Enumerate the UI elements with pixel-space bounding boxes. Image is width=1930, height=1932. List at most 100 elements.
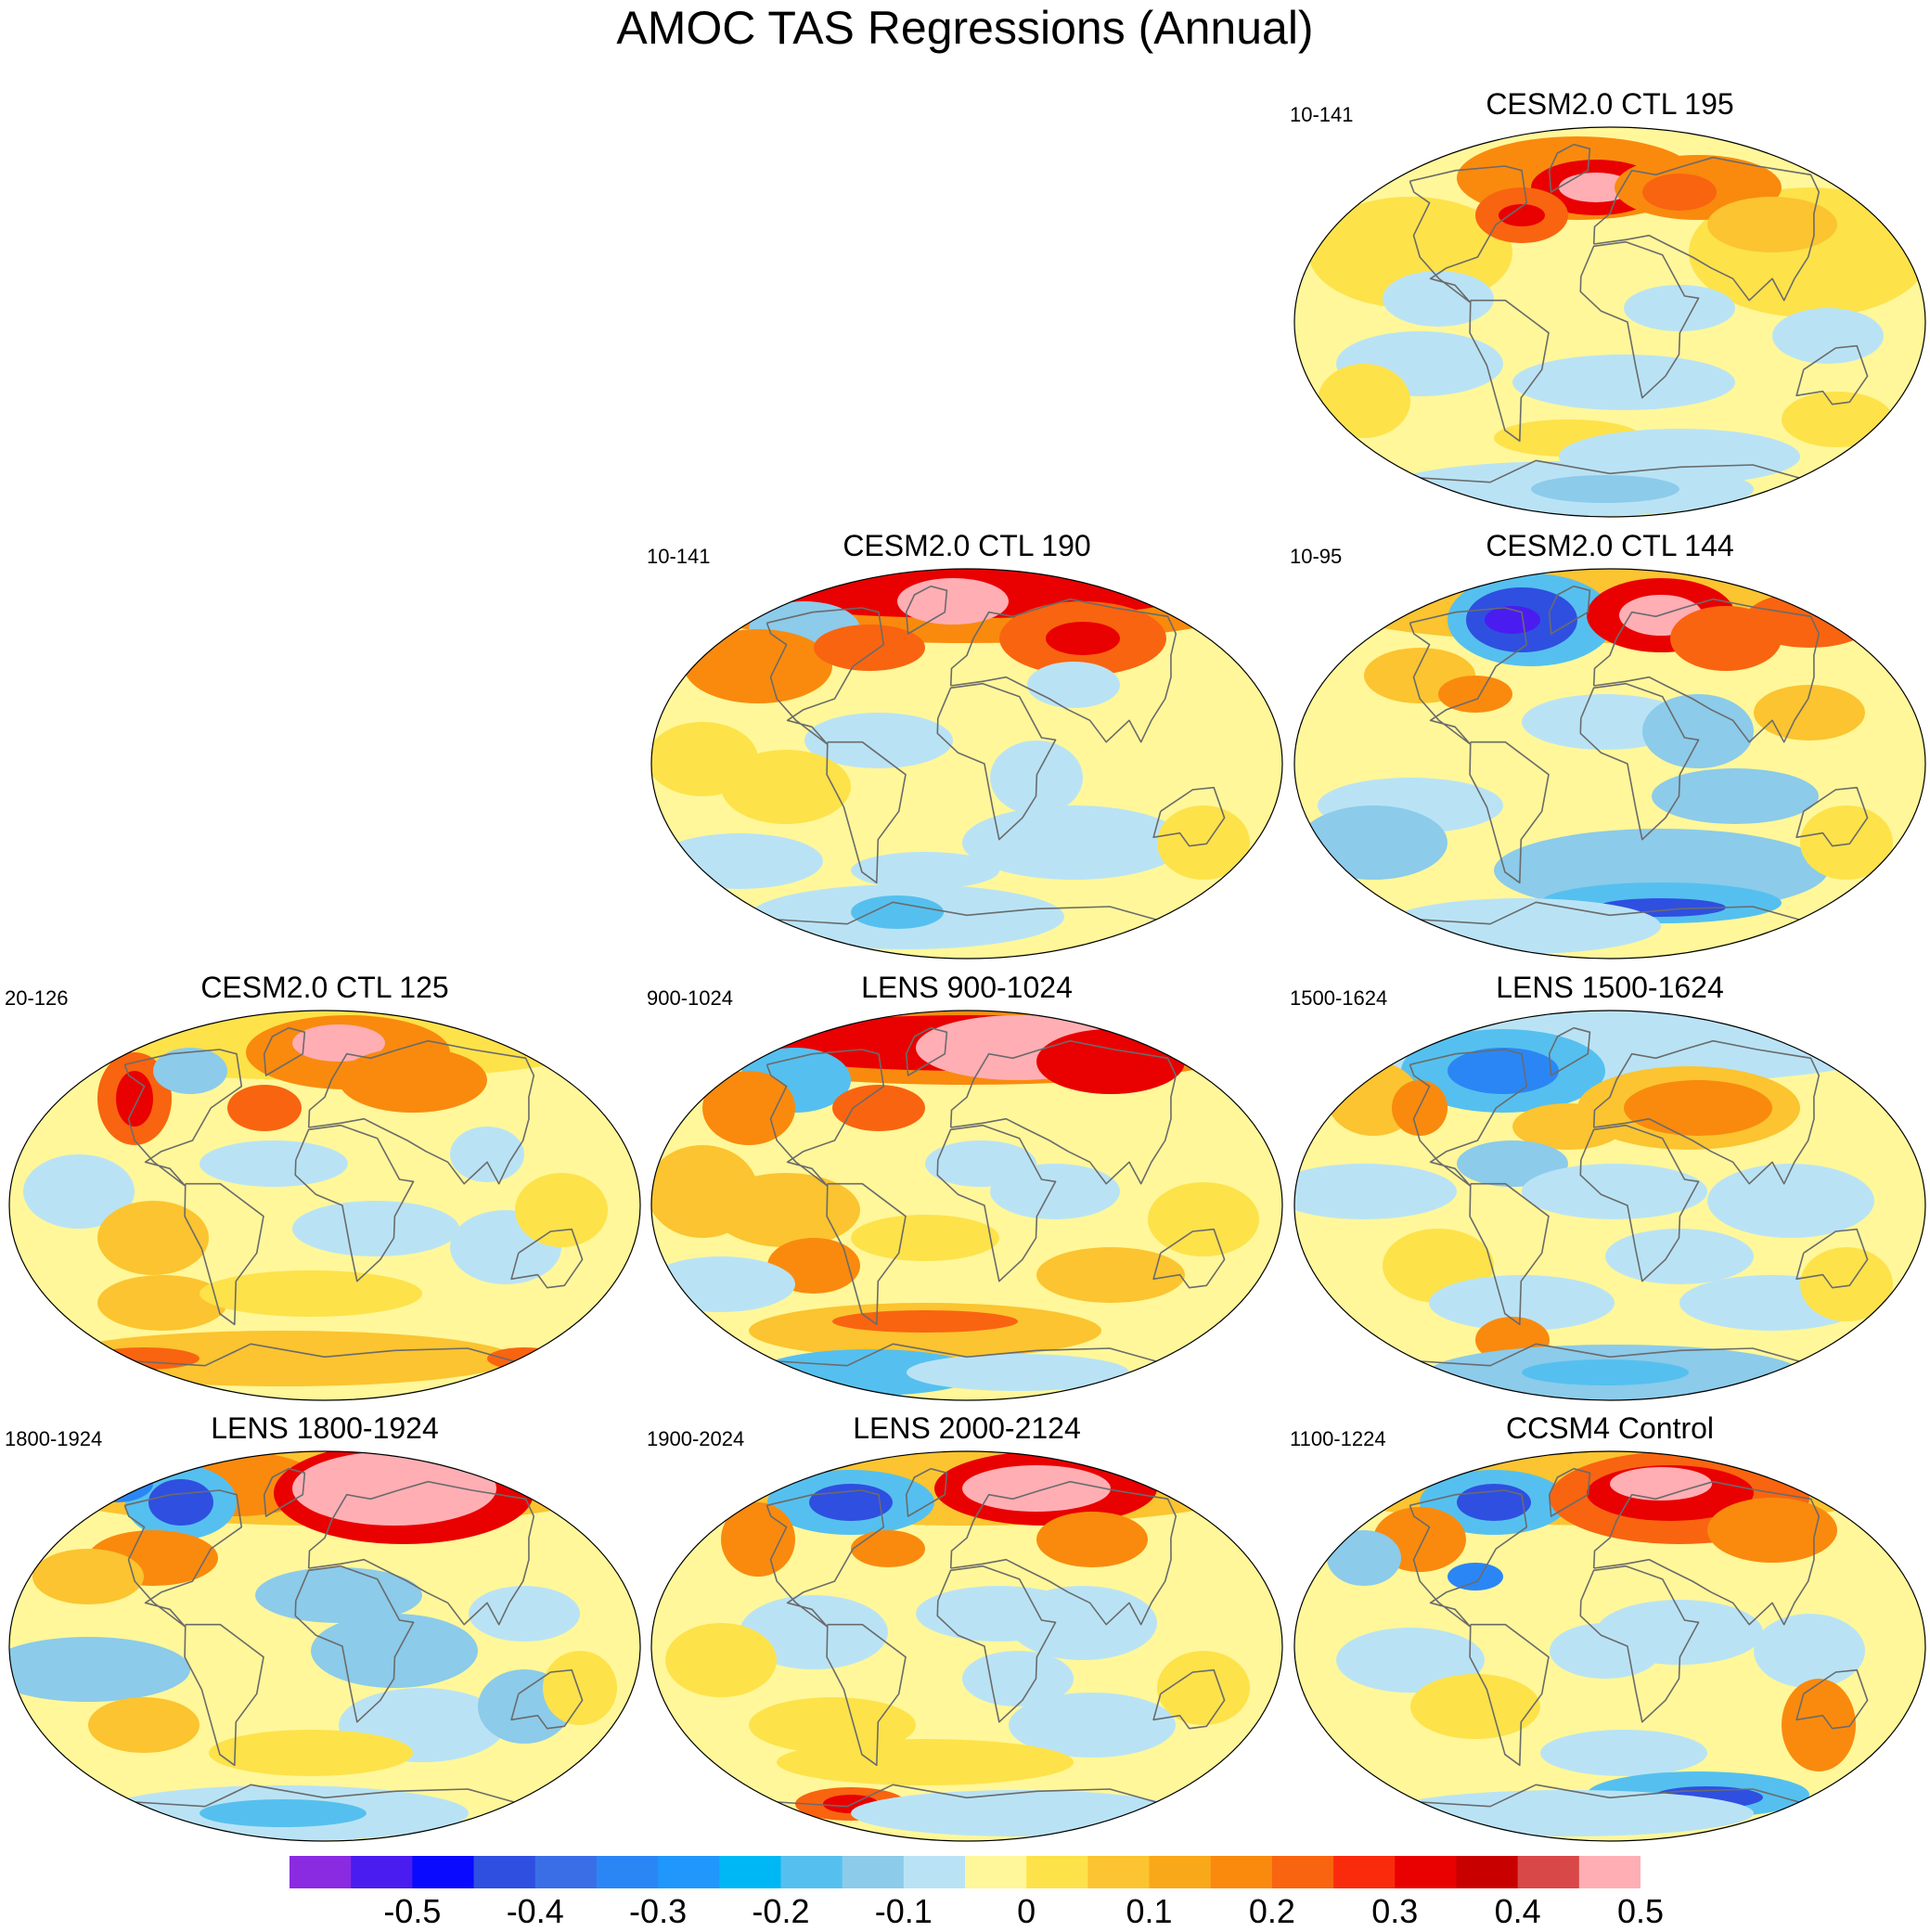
anomaly-region — [990, 1164, 1120, 1219]
anomaly-region — [962, 1651, 1074, 1707]
colorbar-tick-label: 0.2 — [1248, 1892, 1295, 1930]
colorbar-swatch — [1026, 1856, 1088, 1888]
coastline — [184, 1182, 264, 1326]
anomaly-region — [702, 1071, 795, 1145]
colorbar-swatch — [534, 1856, 598, 1888]
anomaly-region — [1707, 197, 1837, 252]
anomaly-region — [1157, 1651, 1250, 1725]
map-border — [1293, 568, 1926, 960]
colorbar-tick-label: 0.5 — [1616, 1892, 1665, 1930]
anomaly-region — [832, 1310, 1018, 1333]
colorbar-tick-label: 0.3 — [1371, 1892, 1419, 1930]
anomaly-region — [1036, 1247, 1185, 1303]
anomaly-region — [1157, 805, 1250, 880]
colorbar-swatch — [412, 1856, 475, 1888]
coastline — [1420, 1784, 1800, 1808]
coastline — [905, 1467, 948, 1517]
anomaly-region — [1036, 1512, 1148, 1567]
coastline — [1420, 1343, 1800, 1367]
coastline — [263, 1026, 306, 1076]
anomaly-region — [97, 1275, 227, 1331]
panel-year-range: 10-95 — [1290, 545, 1343, 568]
coastline — [777, 1343, 1157, 1367]
panel-year-range: 10-141 — [647, 545, 711, 568]
panel-year-range: 900-1024 — [647, 986, 733, 1010]
anomaly-region — [740, 1595, 888, 1669]
coastline — [777, 901, 1157, 925]
anomaly-region — [469, 1586, 580, 1642]
coastline — [1548, 143, 1591, 193]
regression-map — [8, 1450, 641, 1842]
anomaly-region — [339, 1048, 487, 1113]
coastline — [123, 1049, 243, 1187]
anomaly-region — [1009, 1693, 1176, 1758]
anomaly-region — [777, 1739, 1074, 1785]
anomaly-region — [148, 1479, 213, 1526]
anomaly-region — [1512, 1103, 1624, 1150]
colorbar-tick-label: -0.5 — [383, 1892, 442, 1930]
anomaly-region — [1624, 1080, 1772, 1136]
map-border — [1293, 1010, 1926, 1401]
anomaly-region — [1448, 1563, 1503, 1591]
anomaly-region — [209, 1730, 413, 1776]
anomaly-region — [1707, 1498, 1837, 1563]
anomaly-region — [651, 1145, 758, 1238]
anomaly-region — [227, 1085, 302, 1131]
regression-map — [8, 1010, 641, 1401]
anomaly-region — [1550, 1623, 1661, 1679]
anomaly-region — [814, 625, 925, 671]
colorbar-tick-label: -0.4 — [506, 1892, 564, 1930]
anomaly-region — [1642, 174, 1717, 211]
coastline — [936, 1124, 1057, 1282]
anomaly-region — [1410, 1674, 1540, 1739]
coastline — [949, 1039, 1177, 1185]
map-border — [1293, 1450, 1926, 1842]
panel-title: CESM2.0 CTL 125 — [200, 971, 449, 1004]
anomaly-region — [1652, 768, 1819, 824]
coastline — [766, 1049, 885, 1187]
coastline — [135, 1343, 515, 1367]
coastline — [1592, 598, 1821, 743]
anomaly-region — [543, 1651, 617, 1725]
anomaly-region — [897, 578, 1009, 625]
anomaly-region — [1707, 1164, 1874, 1238]
colorbar-swatch — [473, 1856, 536, 1888]
anomaly-region — [515, 1173, 608, 1247]
anomaly-region — [199, 1799, 367, 1827]
anomaly-region — [1383, 898, 1661, 954]
anomaly-region — [97, 1201, 209, 1275]
anomaly-region — [851, 1215, 999, 1261]
regression-map — [650, 1010, 1283, 1401]
panel-title: LENS 2000-2124 — [853, 1411, 1081, 1445]
anomaly-region — [1744, 592, 1874, 648]
coastline — [1548, 1467, 1591, 1517]
map-panel-ccsm4-control: CCSM4 Control 1100-1224 — [1290, 1410, 1930, 1846]
colorbar-swatch — [1395, 1856, 1457, 1888]
regression-map — [650, 1450, 1283, 1842]
regression-map — [1293, 1450, 1926, 1842]
colorbar-tick-label: -0.1 — [874, 1892, 933, 1930]
anomaly-region — [1800, 805, 1893, 880]
colorbar-tick-label: -0.3 — [629, 1892, 688, 1930]
anomaly-region — [651, 722, 758, 796]
regression-map — [1293, 568, 1926, 960]
anomaly-region — [1642, 694, 1754, 768]
anomaly-region — [1754, 685, 1865, 741]
map-panel-cesm2-ctl125: CESM2.0 CTL 125 20-126 — [5, 969, 645, 1405]
anomaly-region — [1383, 1790, 1754, 1836]
coastline — [1592, 1039, 1821, 1185]
anomaly-region — [1800, 1247, 1893, 1321]
anomaly-region — [1009, 1586, 1157, 1660]
coastline — [1152, 1228, 1226, 1289]
colorbar-swatch — [1517, 1856, 1580, 1888]
anomaly-region — [962, 1465, 1111, 1512]
anomaly-region — [684, 629, 832, 703]
anomaly-region — [962, 805, 1185, 880]
coastline — [135, 1784, 515, 1808]
coastline — [307, 1480, 535, 1626]
map-panel-cesm2-ctl144: CESM2.0 CTL 144 10-95 — [1290, 527, 1930, 963]
map-panel-lens-1500: LENS 1500-1624 1500-1624 — [1290, 969, 1930, 1405]
panel-title: CCSM4 Control — [1505, 1411, 1715, 1445]
colorbar-swatch — [1271, 1856, 1334, 1888]
coastline — [1795, 1668, 1869, 1730]
